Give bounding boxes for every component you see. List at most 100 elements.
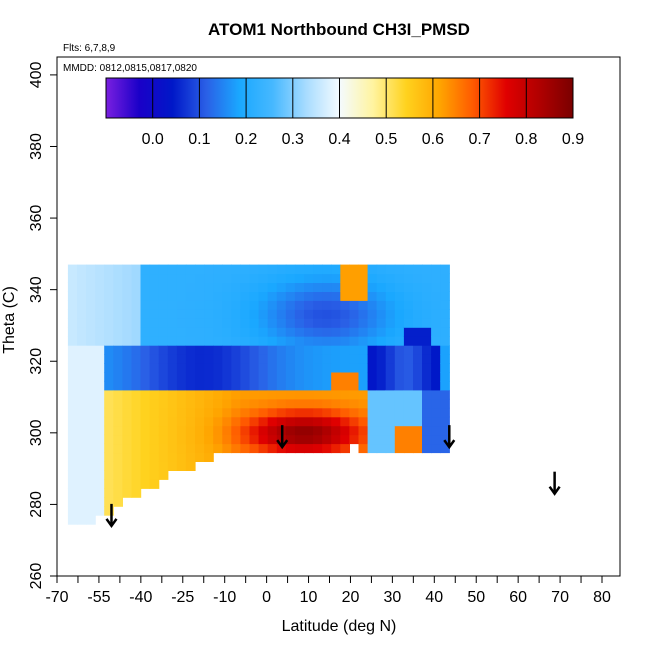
- heatmap-cell: [313, 372, 323, 382]
- heatmap-cell: [440, 398, 450, 409]
- heatmap-cell: [176, 389, 187, 400]
- heatmap-cell: [358, 309, 369, 319]
- heatmap-cell: [122, 318, 133, 328]
- heatmap-cell: [385, 443, 396, 454]
- heatmap-cell: [276, 318, 287, 328]
- heatmap-cell: [240, 363, 251, 373]
- x-tick-label: 60: [509, 589, 527, 606]
- heatmap-cell: [394, 327, 405, 337]
- heatmap-cell: [195, 416, 205, 427]
- heatmap-cell: [77, 327, 87, 337]
- heatmap-cell: [358, 291, 369, 301]
- heatmap-cell: [104, 443, 114, 454]
- heatmap-cell: [158, 425, 169, 436]
- heatmap-cell: [95, 398, 105, 409]
- heatmap-cell: [140, 416, 151, 427]
- heatmap-cell: [276, 407, 287, 418]
- heatmap-cell: [276, 398, 287, 409]
- heatmap-cell: [122, 363, 133, 373]
- heatmap-cell: [86, 345, 96, 355]
- heatmap-cell: [222, 425, 232, 436]
- heatmap-cell: [95, 470, 105, 480]
- heatmap-cell: [358, 327, 369, 337]
- heatmap-cell: [294, 354, 305, 364]
- heatmap-cell: [167, 300, 178, 310]
- heatmap-cell: [431, 300, 441, 310]
- heatmap-cell: [158, 372, 169, 382]
- heatmap-cell: [267, 273, 278, 283]
- heatmap-cell: [304, 282, 314, 292]
- heatmap-cell: [394, 291, 405, 301]
- heatmap-cell: [267, 264, 278, 275]
- y-tick-label: 380: [28, 133, 45, 160]
- heatmap-cell: [77, 309, 87, 319]
- heatmap-cell: [213, 425, 223, 436]
- heatmap-cell: [322, 425, 332, 436]
- y-tick-label: 400: [28, 61, 45, 88]
- heatmap-cell: [77, 354, 87, 364]
- colorbar-tick-label: 0.7: [468, 131, 490, 148]
- heatmap-cell: [267, 309, 278, 319]
- heatmap-cell: [322, 300, 332, 310]
- heatmap-cell: [331, 327, 341, 337]
- heatmap-cell: [240, 434, 251, 445]
- x-tick-label: 80: [593, 589, 611, 606]
- heatmap-cell: [340, 425, 350, 436]
- heatmap-cell: [222, 318, 232, 328]
- tropopause-arrow-head: [443, 439, 456, 450]
- heatmap-cell: [258, 389, 269, 400]
- heatmap-cell: [122, 264, 133, 275]
- heatmap-cell: [285, 291, 296, 301]
- heatmap-cell: [322, 363, 332, 373]
- heatmap-cell: [167, 407, 178, 418]
- heatmap-cell: [394, 300, 405, 310]
- heatmap-cell: [267, 336, 278, 346]
- heatmap-cell: [158, 345, 169, 355]
- heatmap-cell: [358, 264, 369, 275]
- heatmap-cell: [358, 416, 369, 427]
- heatmap-cell: [95, 345, 105, 355]
- heatmap-cell: [122, 488, 133, 498]
- heatmap-cell: [204, 309, 214, 319]
- heatmap-cell: [440, 434, 450, 445]
- heatmap-cell: [167, 452, 178, 462]
- heatmap-cell: [167, 380, 178, 391]
- heatmap-cell: [95, 291, 105, 301]
- heatmap-cell: [304, 354, 314, 364]
- heatmap-cell: [95, 407, 105, 418]
- heatmap-cell: [304, 425, 314, 436]
- heatmap-cell: [394, 273, 405, 283]
- heatmap-cell: [394, 354, 405, 364]
- heatmap-cell: [158, 443, 169, 454]
- heatmap-cell: [394, 309, 405, 319]
- heatmap-cell: [304, 380, 314, 391]
- heatmap-cell: [122, 398, 133, 409]
- heatmap-cell: [113, 354, 123, 364]
- heatmap-cell: [204, 425, 214, 436]
- heatmap-cell: [122, 282, 133, 292]
- heatmap-cell: [285, 398, 296, 409]
- heatmap-cell: [167, 372, 178, 382]
- x-tick-label: -25: [171, 589, 194, 606]
- heatmap-cell: [331, 372, 341, 382]
- heatmap-cell: [240, 380, 251, 391]
- heatmap-cell: [304, 318, 314, 328]
- heatmap-cell: [403, 398, 414, 409]
- tropopause-arrow-head: [105, 518, 118, 529]
- heatmap-cell: [304, 443, 314, 454]
- heatmap-cell: [149, 416, 160, 427]
- heatmap-cell: [340, 309, 350, 319]
- heatmap-cell: [131, 416, 142, 427]
- heatmap-cell: [331, 309, 341, 319]
- heatmap-cell: [113, 363, 123, 373]
- heatmap-cell: [222, 264, 232, 275]
- heatmap-cell: [294, 416, 305, 427]
- heatmap-cell: [158, 452, 169, 462]
- heatmap-cell: [340, 443, 350, 454]
- heatmap-cell: [394, 389, 405, 400]
- heatmap-cell: [67, 452, 78, 462]
- heatmap-cell: [367, 318, 378, 328]
- heatmap-cell: [258, 398, 269, 409]
- heatmap-cell: [185, 443, 196, 454]
